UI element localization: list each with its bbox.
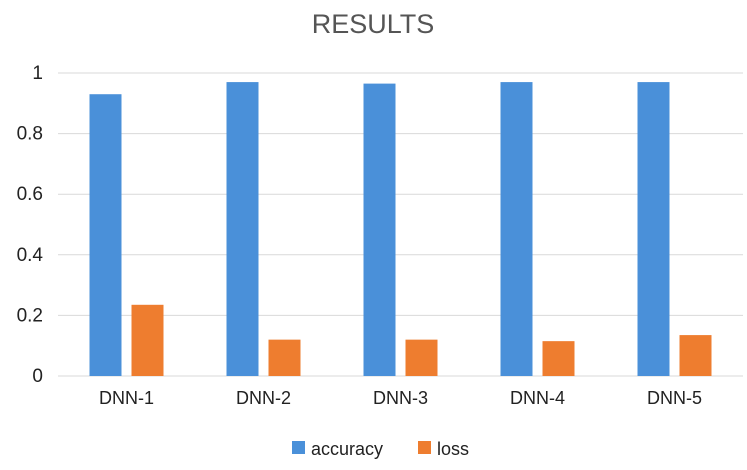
bar-loss-dnn-2 <box>268 339 301 376</box>
y-ticks-layer: 0 0.2 0.4 0.6 0.8 1 <box>17 63 44 387</box>
x-tick-label: DNN-1 <box>99 388 154 408</box>
bar-accuracy-dnn-1 <box>89 94 122 377</box>
x-tick-label: DNN-4 <box>510 388 565 408</box>
x-ticks-layer: DNN-1 DNN-2 DNN-3 DNN-4 DNN-5 <box>99 388 702 408</box>
bar-accuracy-dnn-2 <box>226 82 259 376</box>
legend-label-accuracy: accuracy <box>311 439 383 459</box>
x-tick-label: DNN-5 <box>647 388 702 408</box>
legend-swatch-loss <box>418 441 431 454</box>
bar-accuracy-dnn-5 <box>637 82 670 376</box>
bar-accuracy-dnn-4 <box>500 82 533 376</box>
y-tick-label: 0.4 <box>17 245 44 266</box>
bar-loss-dnn-4 <box>542 341 575 376</box>
legend-label-loss: loss <box>437 439 469 459</box>
y-tick-label: 0.8 <box>17 124 43 145</box>
y-tick-label: 0.2 <box>17 305 43 326</box>
chart-title: RESULTS <box>312 9 435 39</box>
bar-loss-dnn-5 <box>679 335 712 376</box>
bars-layer <box>89 82 712 377</box>
bar-loss-dnn-3 <box>405 339 438 376</box>
bar-loss-dnn-1 <box>131 304 164 376</box>
y-tick-label: 1 <box>32 63 43 84</box>
x-tick-label: DNN-2 <box>236 388 291 408</box>
x-tick-label: DNN-3 <box>373 388 428 408</box>
bar-accuracy-dnn-3 <box>363 83 396 376</box>
legend: accuracy loss <box>292 439 469 459</box>
grid-layer <box>58 72 743 377</box>
legend-swatch-accuracy <box>292 441 305 454</box>
y-tick-label: 0 <box>32 366 43 387</box>
y-tick-label: 0.6 <box>17 184 43 205</box>
